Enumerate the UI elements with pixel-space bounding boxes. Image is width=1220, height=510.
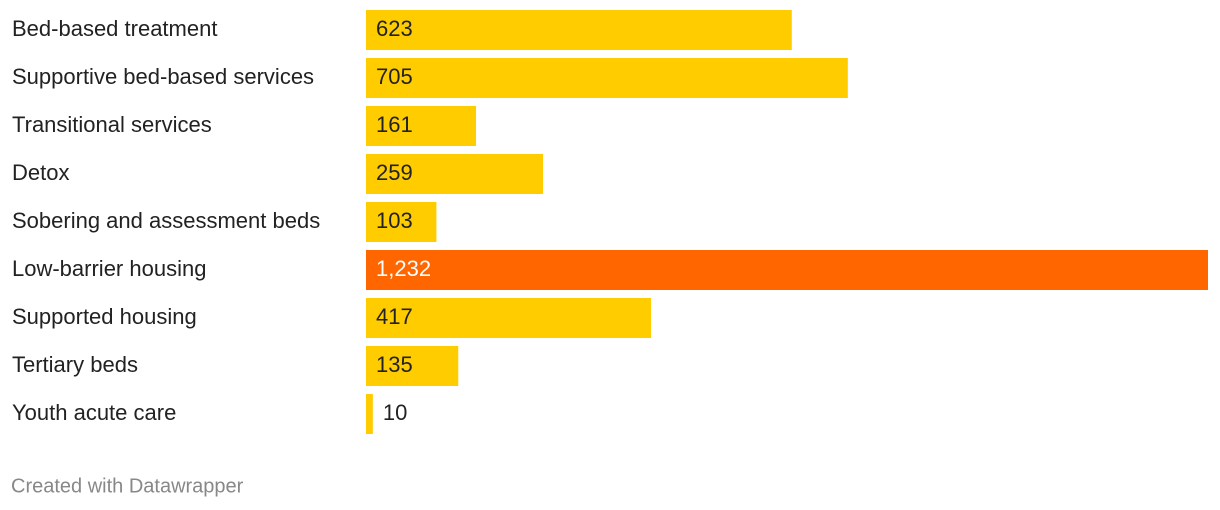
- category-label: Youth acute care: [12, 400, 176, 425]
- category-label: Bed-based treatment: [12, 16, 217, 41]
- category-label: Low-barrier housing: [12, 256, 206, 281]
- category-label: Supportive bed-based services: [12, 64, 314, 89]
- category-label: Sobering and assessment beds: [12, 208, 320, 233]
- value-label: 259: [376, 160, 413, 185]
- value-label: 623: [376, 16, 413, 41]
- value-label: 10: [383, 400, 407, 425]
- category-label: Tertiary beds: [12, 352, 138, 377]
- category-label: Supported housing: [12, 304, 197, 329]
- bar: [366, 10, 792, 50]
- bar: [366, 298, 651, 338]
- credit: Created with Datawrapper: [11, 475, 244, 497]
- category-label: Detox: [12, 160, 69, 185]
- bar: [366, 58, 848, 98]
- value-label: 103: [376, 208, 413, 233]
- bar: [366, 394, 373, 434]
- value-label: 417: [376, 304, 413, 329]
- value-label: 135: [376, 352, 413, 377]
- bar: [366, 250, 1208, 290]
- value-label: 161: [376, 112, 413, 137]
- value-label: 705: [376, 64, 413, 89]
- bar: [366, 106, 477, 146]
- bar: [366, 154, 544, 194]
- category-label: Transitional services: [12, 112, 212, 137]
- value-label: 1,232: [376, 256, 431, 281]
- bar: [366, 202, 437, 242]
- bar: [366, 346, 459, 386]
